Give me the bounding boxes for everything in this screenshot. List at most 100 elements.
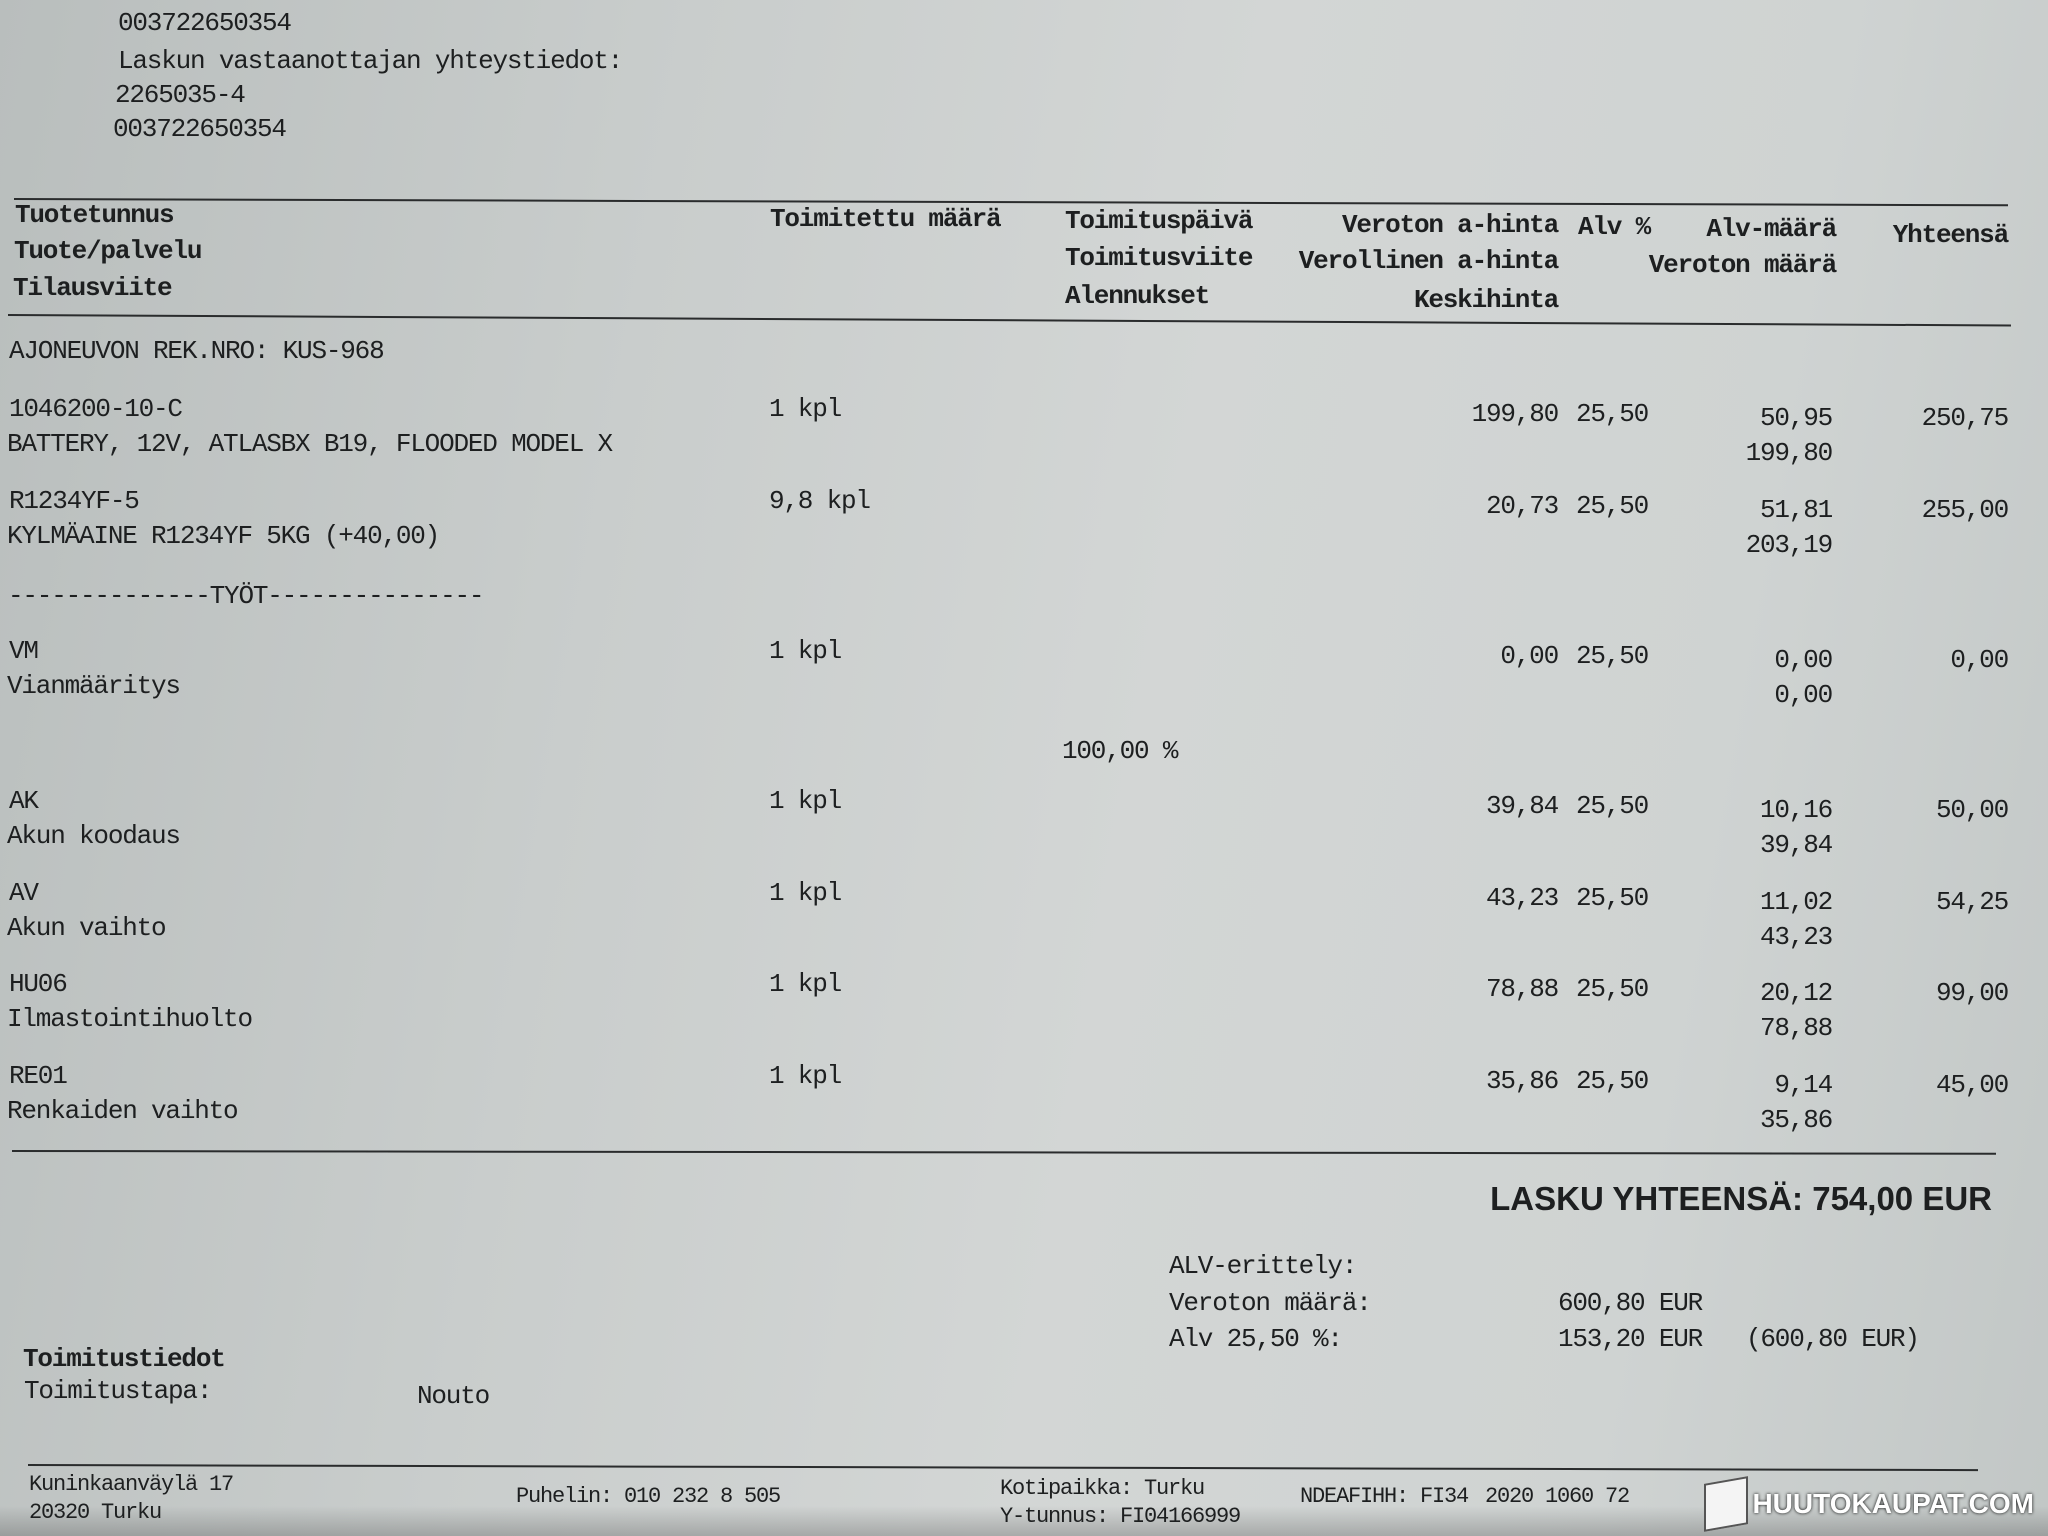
col-header-vat-amount: Alv-määrä (1706, 214, 1837, 244)
item-vat-amount: 9,14 (1774, 1070, 1833, 1100)
col-header-unit-price-net: Veroton a-hinta (1341, 210, 1559, 240)
vat-breakdown-title: ALV-erittely: (1169, 1251, 1357, 1281)
item-code: AV (9, 878, 39, 908)
item-vat-pct: 25,50 (1575, 791, 1649, 821)
discount-percentage: 100,00 % (1062, 736, 1178, 766)
item-qty: 1 kpl (769, 394, 842, 424)
item-vat-pct: 25,50 (1575, 491, 1649, 521)
item-unit-price: 39,84 (1485, 791, 1559, 821)
item-total: 0,00 (1950, 645, 2009, 675)
item-net-amount: 39,84 (1759, 830, 1833, 860)
footer-phone: Puhelin: 010 232 8 505 (516, 1484, 781, 1509)
section-works-separator: --------------TYÖT--------------- (8, 581, 484, 611)
item-total: 54,25 (1935, 887, 2009, 917)
item-name: Ilmastointihuolto (7, 1004, 253, 1034)
footer-business-id: Y-tunnus: FI04166999 (1000, 1504, 1241, 1529)
item-vat-amount: 10,16 (1759, 795, 1833, 825)
item-name: Vianmääritys (7, 671, 181, 701)
col-header-order-ref: Tilausviite (13, 273, 173, 303)
item-vat-amount: 50,95 (1759, 403, 1833, 433)
item-code: AK (9, 786, 39, 816)
item-unit-price: 43,23 (1485, 883, 1559, 913)
col-header-delivery-date: Toimituspäivä (1065, 206, 1253, 236)
col-header-net-amount: Veroton määrä (1648, 250, 1837, 280)
item-vat-pct: 25,50 (1575, 641, 1649, 671)
item-qty: 9,8 kpl (769, 486, 871, 516)
vat-net-value: 600,80 EUR (1558, 1288, 1703, 1318)
vat-rate-label: Alv 25,50 %: (1169, 1324, 1343, 1354)
item-name: Renkaiden vaihto (7, 1096, 239, 1126)
vat-rate-base: (600,80 EUR) (1746, 1324, 1920, 1354)
item-code: VM (9, 636, 39, 666)
item-unit-price: 0,00 (1500, 641, 1559, 671)
footer-address-street: Kuninkaanväylä 17 (29, 1472, 234, 1497)
col-header-average-price: Keskihinta (1413, 285, 1559, 315)
footer-divider (27, 1464, 1978, 1472)
item-code: RE01 (9, 1061, 68, 1091)
item-total: 45,00 (1935, 1070, 2009, 1100)
recipient-contact-label: Laskun vastaanottajan yhteystiedot: (118, 46, 623, 76)
footer-bank: NDEAFIHH: FI34 (1300, 1484, 1469, 1509)
item-vat-amount: 20,12 (1759, 978, 1833, 1008)
item-net-amount: 35,86 (1759, 1105, 1833, 1135)
vat-rate-value: 153,20 EUR (1558, 1324, 1703, 1354)
item-total: 99,00 (1935, 978, 2009, 1008)
items-bottom-divider (11, 1150, 1996, 1155)
col-header-product-code: Tuotetunnus (15, 200, 175, 230)
item-vat-amount: 11,02 (1759, 887, 1833, 917)
col-header-discounts: Alennukset (1065, 281, 1210, 311)
watermark-text: HUUTOKAUPAT.COM (1752, 1488, 2034, 1519)
item-vat-amount: 51,81 (1759, 495, 1833, 525)
item-qty: 1 kpl (769, 636, 842, 666)
item-net-amount: 78,88 (1759, 1013, 1833, 1043)
header-bottom-divider (7, 314, 2011, 327)
footer-bank-account: 2020 1060 72 (1485, 1484, 1630, 1509)
col-header-delivery-ref: Toimitusviite (1065, 243, 1253, 273)
item-unit-price: 35,86 (1485, 1066, 1559, 1096)
item-code: HU06 (9, 969, 68, 999)
col-header-vat-pct: Alv % (1577, 212, 1651, 242)
item-qty: 1 kpl (769, 786, 842, 816)
item-unit-price: 78,88 (1485, 974, 1559, 1004)
recipient-phone-top: 003722650354 (118, 8, 292, 38)
col-header-unit-price-gross: Verollinen a-hinta (1298, 246, 1559, 276)
delivery-title: Toimitustiedot (23, 1344, 226, 1374)
item-unit-price: 199,80 (1471, 399, 1560, 429)
item-unit-price: 20,73 (1485, 491, 1559, 521)
header-top-divider (13, 198, 2008, 207)
item-name: Akun koodaus (7, 821, 181, 851)
recipient-phone: 003722650354 (113, 114, 287, 144)
logo-cube-icon (1704, 1476, 1749, 1532)
item-name: KYLMÄAINE R1234YF 5KG (+40,00) (7, 521, 440, 551)
item-vat-pct: 25,50 (1575, 974, 1649, 1004)
delivery-method-value: Nouto (417, 1381, 490, 1411)
item-name: BATTERY, 12V, ATLASBX B19, FLOODED MODEL… (7, 429, 613, 459)
col-header-total: Yhteensä (1892, 220, 2009, 250)
item-code: 1046200-10-C (9, 394, 183, 424)
vehicle-registration: AJONEUVON REK.NRO: KUS-968 (9, 336, 385, 366)
item-total: 50,00 (1935, 795, 2009, 825)
invoice-total: LASKU YHTEENSÄ: 754,00 EUR (1490, 1180, 1992, 1217)
item-net-amount: 0,00 (1774, 680, 1833, 710)
item-code: R1234YF-5 (9, 486, 140, 516)
item-vat-pct: 25,50 (1575, 399, 1649, 429)
footer-address-city: 20320 Turku (29, 1500, 162, 1525)
col-header-delivered-qty: Toimitettu määrä (770, 204, 1002, 234)
item-vat-pct: 25,50 (1575, 883, 1649, 913)
footer-domicile: Kotipaikka: Turku (1000, 1476, 1205, 1501)
item-vat-amount: 0,00 (1774, 645, 1833, 675)
item-qty: 1 kpl (769, 878, 842, 908)
item-vat-pct: 25,50 (1575, 1066, 1649, 1096)
item-qty: 1 kpl (769, 1061, 842, 1091)
item-name: Akun vaihto (7, 913, 167, 943)
recipient-business-id: 2265035-4 (115, 80, 246, 110)
watermark-logo: HUUTOKAUPAT.COM (1704, 1476, 2034, 1532)
item-net-amount: 203,19 (1745, 530, 1834, 560)
item-total: 250,75 (1921, 403, 2010, 433)
vat-net-label: Veroton määrä: (1169, 1288, 1372, 1318)
item-qty: 1 kpl (769, 969, 842, 999)
item-net-amount: 199,80 (1745, 438, 1834, 468)
col-header-product: Tuote/palvelu (14, 236, 202, 266)
delivery-method-label: Toimitustapa: (24, 1376, 212, 1406)
item-net-amount: 43,23 (1759, 922, 1833, 952)
